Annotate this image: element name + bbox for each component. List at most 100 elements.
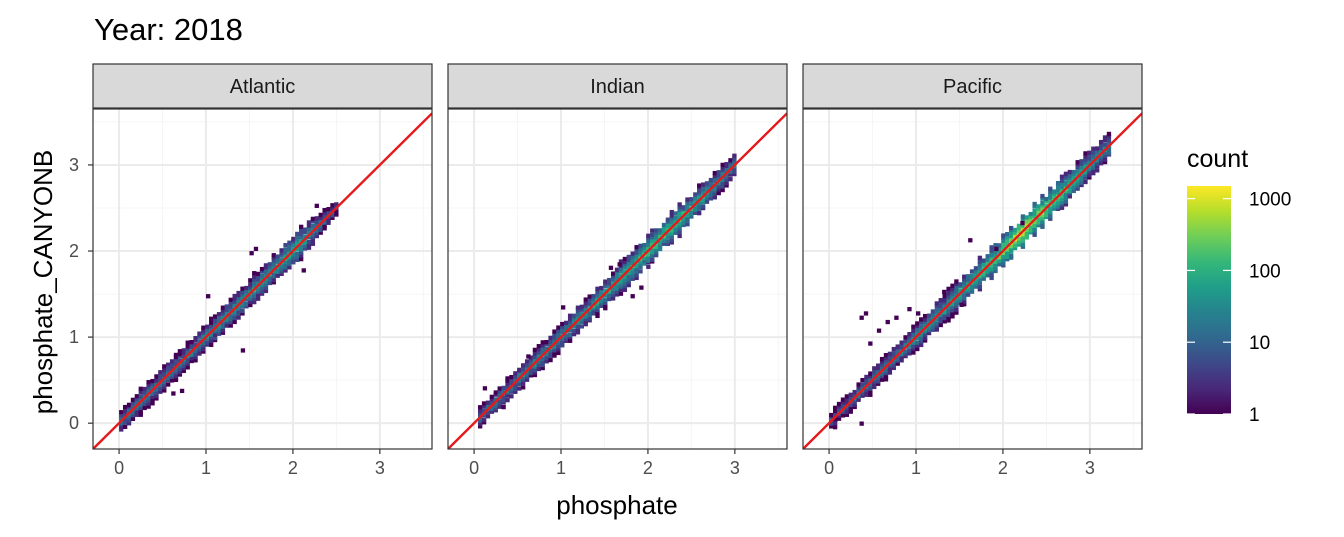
bin-cell bbox=[685, 206, 690, 211]
bin-cell bbox=[848, 402, 853, 408]
bin-cell bbox=[302, 229, 308, 235]
bin-cell bbox=[907, 334, 912, 339]
bin-cell bbox=[954, 301, 959, 307]
bin-cell bbox=[1032, 208, 1037, 214]
bin-cell bbox=[173, 374, 179, 379]
bin-cell bbox=[544, 355, 549, 361]
bin-cell bbox=[122, 420, 128, 425]
bin-cell bbox=[528, 371, 534, 376]
bin-cell bbox=[591, 305, 596, 311]
bin-cell bbox=[330, 206, 335, 212]
bin-cell bbox=[252, 283, 257, 289]
bin-cell bbox=[1048, 199, 1053, 204]
bin-cell bbox=[962, 283, 967, 288]
bin-cell bbox=[283, 260, 288, 265]
bin-cell bbox=[1048, 193, 1053, 198]
bin-cell bbox=[1024, 221, 1029, 227]
bin-cell bbox=[283, 268, 288, 273]
bin-cell bbox=[1024, 219, 1029, 224]
bin-cell bbox=[334, 212, 339, 217]
bin-cell bbox=[513, 383, 518, 388]
bin-cell bbox=[728, 177, 733, 182]
bin-cell bbox=[677, 202, 682, 207]
bin-cell bbox=[232, 299, 237, 304]
bin-cell bbox=[950, 286, 955, 291]
bin-cell bbox=[864, 381, 869, 386]
bin-cell bbox=[291, 260, 296, 265]
bin-cell bbox=[677, 204, 682, 209]
outlier-bin bbox=[608, 265, 614, 270]
bin-cell bbox=[564, 336, 569, 341]
bin-cell bbox=[832, 421, 838, 426]
bin-cell bbox=[310, 216, 316, 222]
bin-cell bbox=[848, 409, 853, 414]
bin-cell bbox=[540, 343, 545, 348]
bin-cell bbox=[860, 382, 865, 387]
bin-cell bbox=[712, 195, 717, 200]
bin-cell bbox=[930, 321, 936, 326]
bin-cell bbox=[856, 382, 861, 387]
outlier-bin bbox=[863, 311, 869, 316]
bin-cell bbox=[283, 265, 288, 270]
bin-cell bbox=[314, 219, 319, 225]
bin-cell bbox=[306, 245, 312, 250]
bin-cell bbox=[185, 350, 190, 355]
y-axis-title: phosphate_CANYONB bbox=[28, 150, 58, 414]
bin-cell bbox=[681, 220, 686, 225]
y-tick-label: 2 bbox=[69, 241, 79, 261]
bin-cell bbox=[883, 370, 889, 376]
bin-cell bbox=[1036, 206, 1041, 211]
bin-cell bbox=[657, 228, 663, 233]
bin-cell bbox=[634, 269, 639, 274]
bin-cell bbox=[946, 312, 951, 317]
bin-cell bbox=[1001, 250, 1006, 256]
bin-cell bbox=[177, 372, 183, 377]
bin-cell bbox=[1020, 244, 1026, 249]
bin-cell bbox=[638, 243, 643, 248]
bin-cell bbox=[852, 404, 857, 410]
bin-cell bbox=[540, 347, 545, 352]
bin-cell bbox=[240, 308, 245, 314]
bin-cell bbox=[185, 344, 190, 349]
bin-cell bbox=[852, 399, 857, 404]
bin-cell bbox=[197, 347, 202, 352]
bin-cell bbox=[556, 347, 561, 352]
bin-cell bbox=[493, 390, 498, 395]
bin-cell bbox=[169, 374, 175, 380]
bin-cell bbox=[685, 200, 690, 205]
bin-cell bbox=[603, 288, 608, 294]
bin-cell bbox=[1059, 178, 1065, 183]
bin-cell bbox=[610, 273, 616, 279]
bin-cell bbox=[1063, 195, 1069, 200]
bin-cell bbox=[1012, 227, 1018, 233]
bin-cell bbox=[567, 338, 573, 343]
panel-border bbox=[92, 108, 433, 450]
bin-cell bbox=[571, 313, 577, 318]
bin-cell bbox=[1044, 196, 1049, 202]
bin-cell bbox=[697, 189, 702, 194]
bin-cell bbox=[142, 390, 147, 395]
bin-cell bbox=[595, 293, 600, 298]
bin-cell bbox=[618, 291, 624, 296]
bin-cell bbox=[934, 327, 939, 332]
bin-cell bbox=[1102, 157, 1108, 162]
bin-cell bbox=[248, 278, 253, 283]
outlier-bin bbox=[253, 246, 259, 252]
bin-cell bbox=[177, 366, 183, 372]
bin-cell bbox=[610, 285, 616, 291]
bin-cell bbox=[1059, 197, 1065, 202]
bin-cell bbox=[477, 405, 483, 410]
bin-cell bbox=[591, 308, 596, 314]
bin-cell bbox=[868, 373, 873, 379]
bin-cell bbox=[528, 362, 534, 367]
bin-cell bbox=[169, 362, 175, 368]
bin-cell bbox=[1083, 164, 1088, 169]
bin-cell bbox=[685, 216, 690, 221]
bin-cell bbox=[689, 197, 694, 202]
bin-cell bbox=[1048, 189, 1053, 194]
bin-cell bbox=[263, 265, 269, 270]
bin-cell bbox=[267, 265, 273, 270]
bin-cell bbox=[575, 308, 581, 313]
bin-cell bbox=[197, 339, 202, 344]
bin-cell bbox=[571, 331, 577, 337]
